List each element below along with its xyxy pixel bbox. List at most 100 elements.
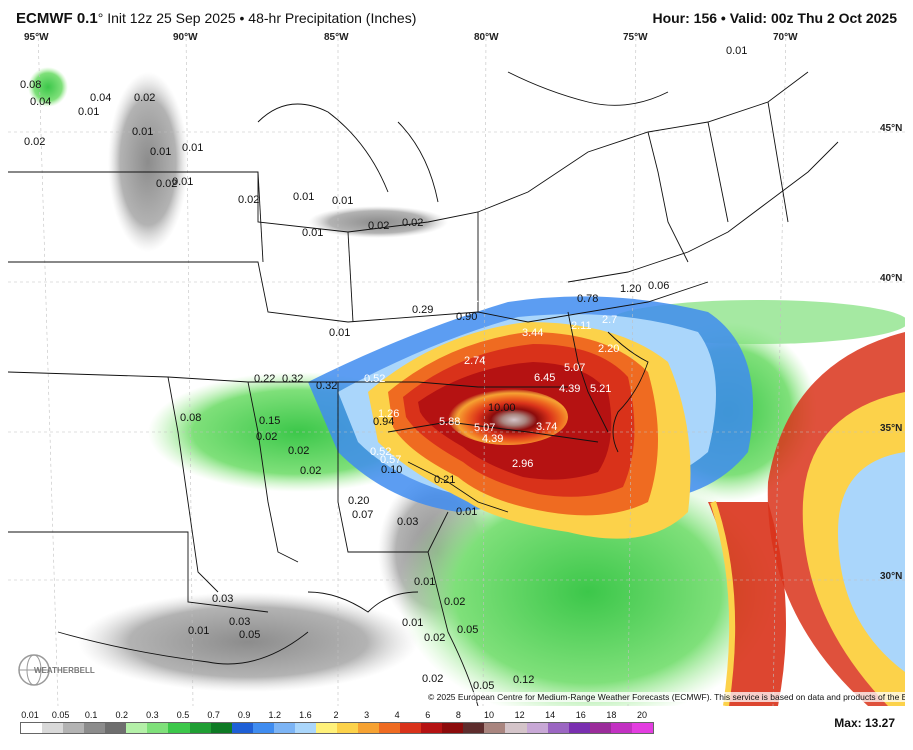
value-label: 0.08 (180, 412, 202, 424)
value-label: 0.01 (302, 227, 324, 239)
value-label: 0.03 (212, 593, 234, 605)
value-label: 0.12 (513, 674, 535, 686)
scale-swatch (421, 723, 443, 733)
value-label: 0.01 (150, 146, 172, 158)
value-label: 0.02 (300, 465, 322, 477)
scale-tick-label: 14 (545, 710, 556, 720)
globe-icon (18, 654, 50, 686)
value-label: 2.11 (571, 320, 592, 332)
scale-tick-label: 2 (333, 710, 339, 720)
value-label: 0.06 (648, 280, 670, 292)
scale-swatch (463, 723, 485, 733)
scale-swatch (273, 723, 295, 733)
value-label: 0.10 (381, 464, 403, 476)
value-label: 0.02 (238, 194, 260, 206)
valid-time: Hour: 156 • Valid: 00z Thu 2 Oct 2025 (652, 10, 897, 26)
lon-label-90w: 90°W (173, 32, 198, 43)
scale-swatch (105, 723, 127, 733)
trailing-band-edge (710, 501, 736, 706)
lat-label-30n: 30°N (880, 571, 903, 582)
scale-bar (20, 722, 654, 734)
scale-tick-label: 0.5 (176, 710, 190, 720)
scale-tick-label: 4 (394, 710, 400, 720)
value-label: 0.03 (397, 516, 419, 528)
scale-tick-label: 10 (483, 710, 495, 720)
scale-tick-label: 6 (425, 710, 431, 720)
scale-tick-label: 1.2 (268, 710, 282, 720)
value-label: 4.39 (482, 433, 504, 445)
light-precip-area (78, 592, 418, 692)
lon-label-80w: 80°W (474, 32, 499, 43)
scale-swatch (379, 723, 401, 733)
value-label: 6.45 (534, 372, 556, 384)
value-label: 0.01 (132, 126, 154, 138)
scale-tick-label: 20 (636, 710, 648, 720)
scale-swatch (294, 723, 316, 733)
scale-tick-label: 0.2 (115, 710, 129, 720)
lon-label-85w: 85°W (324, 32, 349, 43)
max-number: 13.27 (864, 716, 895, 730)
value-label: 0.78 (577, 293, 599, 305)
logo-text: WEATHERBELL (34, 666, 95, 675)
value-label: 0.32 (282, 373, 304, 385)
value-label: 3.44 (522, 327, 544, 339)
value-label: 0.01 (293, 191, 315, 203)
value-label: 4.39 (559, 383, 581, 395)
scale-swatch (189, 723, 211, 733)
value-label: 0.02 (256, 431, 278, 443)
value-label: 0.02 (288, 445, 310, 457)
value-label: 10.00 (488, 402, 516, 414)
scale-tick-label: 18 (606, 710, 617, 720)
max-precip-core (448, 389, 568, 445)
value-label: 1.20 (620, 283, 642, 295)
scale-swatch (610, 723, 632, 733)
value-label: 5.88 (439, 416, 461, 428)
scale-swatch (484, 723, 506, 733)
value-label: 0.02 (134, 92, 156, 104)
boundaries (8, 71, 839, 706)
scale-tick-label: 1.6 (299, 710, 312, 720)
value-label: 0.01 (726, 45, 748, 57)
value-label: 0.01 (172, 176, 194, 188)
value-label: 5.21 (590, 383, 612, 395)
scale-swatch (336, 723, 358, 733)
scale-tick-label: 0.1 (84, 710, 98, 720)
scale-tick-label: 0.7 (207, 710, 220, 720)
value-label: 0.90 (456, 311, 478, 323)
color-scale: 0.01 0.05 0.1 0.2 0.3 0.5 0.7 0.9 1.2 1.6 2 3 4 6 8 10 1… (20, 710, 654, 736)
value-label: 5.07 (474, 422, 496, 434)
offshore-blue-band (838, 452, 905, 672)
value-label: 0.02 (402, 217, 424, 229)
value-label: 3.74 (536, 421, 558, 433)
light-precip-area (108, 72, 188, 252)
value-label: 0.02 (422, 673, 444, 685)
scale-swatch (231, 723, 253, 733)
lat-label-35n: 35°N (880, 423, 903, 434)
scale-tick-label: 0.9 (237, 710, 251, 720)
map-canvas (8, 32, 905, 706)
value-label: 0.02 (24, 136, 46, 148)
scale-ticks: 0.01 0.05 0.1 0.2 0.3 0.5 0.7 0.9 1.2 1.6 2 3 4 6 8 10 1… (20, 710, 652, 722)
scale-swatch (168, 723, 190, 733)
scale-swatch (147, 723, 169, 733)
value-label: 0.21 (434, 474, 456, 486)
value-label: 0.15 (259, 415, 281, 427)
value-label: 0.07 (352, 509, 374, 521)
value-label: 5.07 (564, 362, 586, 374)
scale-tick-label: 0.3 (146, 710, 159, 720)
scale-swatch (84, 723, 106, 733)
scale-tick-label: 0.05 (51, 710, 70, 720)
value-label: 0.01 (78, 106, 100, 118)
value-label: 0.49 (496, 285, 518, 297)
value-label: 2.96 (512, 458, 534, 470)
value-label: 0.52 (370, 446, 392, 458)
max-label: Max: (834, 716, 862, 730)
value-label: 0.20 (348, 495, 370, 507)
value-label: 0.94 (373, 416, 395, 428)
value-label: 2.20 (598, 343, 620, 355)
value-label: 0.02 (368, 220, 390, 232)
value-label: 1.26 (378, 408, 400, 420)
value-label: 0.01 (329, 327, 351, 339)
value-label: 0.02 (444, 596, 466, 608)
light-precip-area (308, 206, 448, 238)
